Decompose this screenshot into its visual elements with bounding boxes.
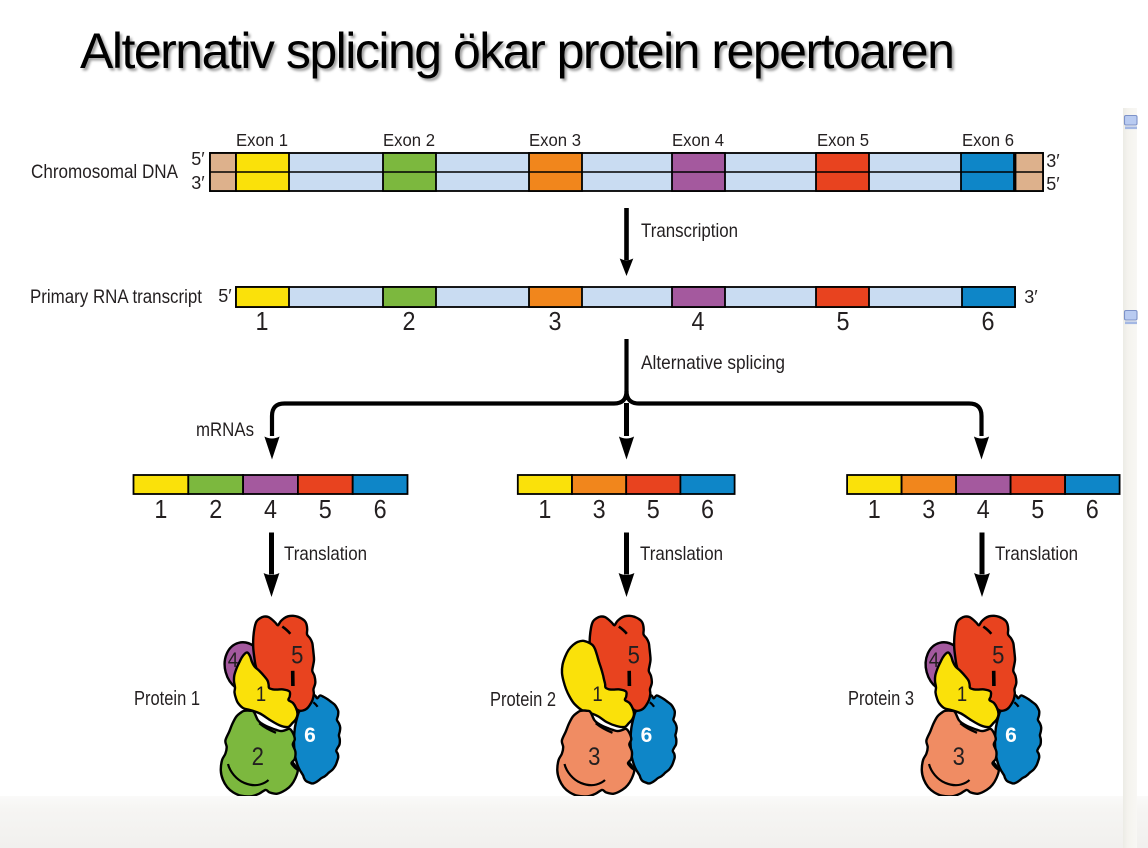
svg-text:1: 1 [592,683,602,706]
svg-text:2: 2 [252,743,264,771]
svg-text:3′: 3′ [191,173,205,193]
svg-text:5: 5 [992,642,1004,670]
svg-text:6: 6 [374,494,387,524]
svg-text:Exon 2: Exon 2 [383,130,435,150]
svg-text:Translation: Translation [284,543,367,565]
svg-text:1: 1 [256,306,269,336]
svg-text:5: 5 [628,642,640,670]
svg-text:Protein 2: Protein 2 [490,689,556,711]
svg-text:3′: 3′ [1046,151,1060,171]
svg-text:Transcription: Transcription [641,220,738,242]
svg-text:3: 3 [922,494,935,524]
svg-text:1: 1 [868,494,881,524]
svg-text:Exon 3: Exon 3 [529,130,581,150]
svg-text:1: 1 [538,494,551,524]
svg-text:Exon 5: Exon 5 [817,130,869,150]
svg-text:5: 5 [291,642,303,670]
svg-text:6: 6 [1086,494,1099,524]
svg-text:Exon 4: Exon 4 [672,130,724,150]
svg-text:1: 1 [957,683,967,706]
svg-text:5′: 5′ [218,286,232,306]
svg-text:Exon 1: Exon 1 [236,130,288,150]
svg-text:5: 5 [319,494,332,524]
svg-text:6: 6 [1005,724,1017,747]
svg-text:Chromosomal DNA: Chromosomal DNA [31,162,178,183]
svg-text:Translation: Translation [995,543,1078,565]
svg-text:Primary RNA transcript: Primary RNA transcript [30,287,203,308]
svg-text:6: 6 [982,306,995,336]
svg-text:2: 2 [403,306,416,336]
svg-text:5: 5 [1031,494,1044,524]
svg-text:3: 3 [549,306,562,336]
svg-text:3: 3 [588,743,600,771]
svg-text:5′: 5′ [191,149,205,169]
svg-text:mRNAs: mRNAs [196,420,254,441]
svg-text:Exon 6: Exon 6 [962,130,1014,150]
svg-text:1: 1 [256,683,266,706]
svg-text:2: 2 [209,494,222,524]
svg-text:6: 6 [304,724,316,747]
svg-text:4: 4 [228,649,239,672]
svg-text:6: 6 [701,494,714,524]
svg-text:4: 4 [264,494,277,524]
svg-text:3′: 3′ [1024,287,1038,307]
svg-text:3: 3 [953,743,965,771]
svg-text:1: 1 [154,494,167,524]
svg-text:5: 5 [647,494,660,524]
svg-text:Alternative splicing: Alternative splicing [641,352,785,374]
svg-text:Protein 3: Protein 3 [848,688,914,710]
svg-text:Translation: Translation [640,543,723,565]
svg-text:Protein 1: Protein 1 [134,688,200,710]
svg-text:3: 3 [593,494,606,524]
svg-text:5: 5 [837,306,850,336]
svg-text:5′: 5′ [1046,174,1060,194]
svg-text:6: 6 [641,724,653,747]
svg-text:4: 4 [977,494,990,524]
svg-text:4: 4 [692,306,705,336]
svg-text:4: 4 [929,649,940,672]
